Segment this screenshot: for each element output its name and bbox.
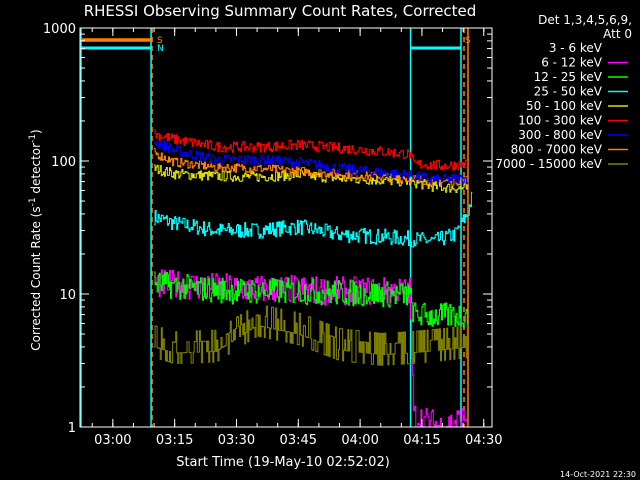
x-axis-ticks: 03:00 03:15 03:30 03:45 04:00 04:15 04:30	[91, 28, 502, 448]
series-line	[154, 164, 469, 193]
x-tick-label: 03:30	[218, 433, 255, 448]
y-tick-label: 100	[51, 155, 76, 170]
y-tick-label: 1	[68, 421, 76, 436]
y-axis-ticks: 1 10 100 1000	[43, 22, 492, 436]
y-tick-label: 10	[59, 288, 76, 303]
chart-title: RHESSI Observing Summary Count Rates, Co…	[84, 2, 477, 20]
footer-timestamp: 14-Oct-2021 22:30	[560, 470, 636, 479]
legend-entry-label: 6 - 12 keV	[541, 56, 603, 70]
legend-entry-label: 25 - 50 keV	[534, 85, 603, 99]
x-tick-label: 03:45	[280, 433, 317, 448]
series-line	[154, 140, 469, 185]
saa-flag-label: S	[465, 36, 471, 46]
legend-entry-label: 12 - 25 keV	[534, 70, 603, 84]
series-line	[154, 305, 469, 366]
x-tick-label: 04:30	[465, 433, 502, 448]
night-flag-label: N	[157, 44, 164, 54]
event-markers: SNS	[80, 28, 471, 427]
legend-entry-label: 100 - 300 keV	[518, 114, 602, 128]
legend-header: Att 0	[603, 27, 632, 41]
x-axis-label: Start Time (19-May-10 02:52:02)	[176, 455, 390, 470]
saa-flag-label: S	[157, 36, 163, 46]
plot-frame	[79, 27, 493, 428]
legend-entry-label: 800 - 7000 keV	[511, 143, 603, 157]
legend-entry-label: 3 - 6 keV	[549, 41, 603, 55]
legend-entry-label: 300 - 800 keV	[518, 128, 602, 142]
x-tick-label: 04:15	[403, 433, 440, 448]
series-line	[154, 191, 473, 248]
legend-entry-label: 7000 - 15000 keV	[495, 157, 602, 171]
series-layer	[154, 129, 473, 428]
legend-header: Det 1,3,4,5,6,9,	[538, 13, 632, 27]
series-line	[154, 129, 469, 171]
legend-entry-label: 50 - 100 keV	[526, 99, 603, 113]
x-tick-label: 03:15	[156, 433, 193, 448]
y-tick-label: 1000	[43, 22, 76, 37]
series-line	[154, 271, 469, 328]
plot-area: SNS 03:00 03:15 03:30 03:45 04:00 04:15 04:30 …	[43, 22, 503, 448]
y-axis-label: Corrected Count Rate (s-1 detector-1)	[28, 129, 43, 350]
x-tick-label: 04:00	[341, 433, 378, 448]
x-tick-label: 03:00	[94, 433, 131, 448]
